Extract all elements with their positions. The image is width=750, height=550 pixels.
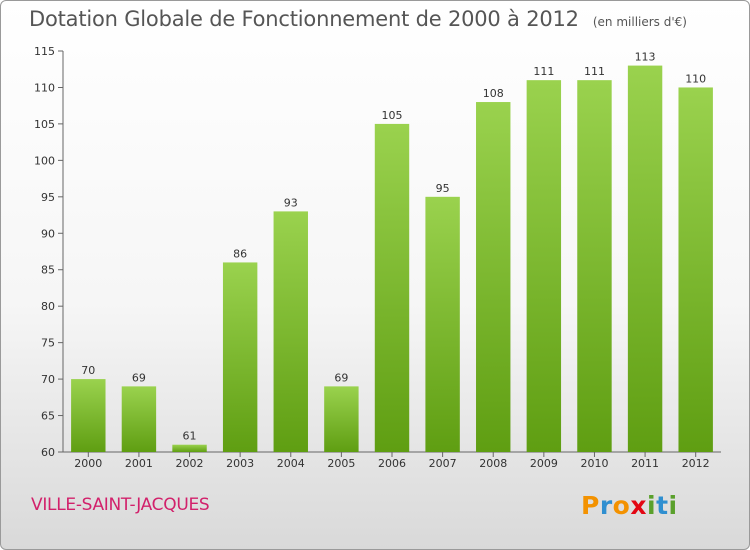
x-tick-label: 2005 bbox=[327, 457, 355, 470]
bar-value-label: 111 bbox=[584, 65, 605, 78]
y-tick-label: 100 bbox=[34, 154, 55, 167]
bar-value-label: 69 bbox=[132, 371, 146, 384]
bar-value-label: 70 bbox=[81, 364, 95, 377]
x-tick-label: 2004 bbox=[277, 457, 305, 470]
bar bbox=[476, 102, 511, 452]
bar bbox=[172, 444, 207, 452]
x-tick-label: 2002 bbox=[176, 457, 204, 470]
bar bbox=[324, 386, 359, 452]
x-tick-label: 2012 bbox=[682, 457, 710, 470]
y-tick-label: 70 bbox=[41, 373, 55, 386]
bar-value-label: 113 bbox=[635, 51, 656, 64]
bar-value-label: 108 bbox=[483, 87, 504, 100]
bar bbox=[273, 211, 308, 452]
bar bbox=[526, 80, 562, 452]
logo-letter: r bbox=[599, 491, 613, 520]
y-tick-label: 85 bbox=[41, 264, 55, 277]
y-tick-label: 95 bbox=[41, 191, 55, 204]
x-tick-label: 2001 bbox=[125, 457, 153, 470]
bar bbox=[425, 196, 460, 452]
bar bbox=[374, 123, 410, 452]
bar bbox=[121, 386, 157, 452]
x-tick-label: 2003 bbox=[226, 457, 254, 470]
bar bbox=[678, 87, 713, 453]
bar-value-label: 95 bbox=[436, 182, 450, 195]
bar-value-label: 61 bbox=[183, 430, 197, 443]
bar bbox=[222, 262, 258, 452]
x-tick-label: 2008 bbox=[479, 457, 507, 470]
commune-name: VILLE-SAINT-JACQUES bbox=[31, 495, 210, 515]
logo-letter: o bbox=[612, 491, 631, 520]
bar-value-label: 110 bbox=[685, 72, 706, 85]
y-tick-label: 90 bbox=[41, 227, 55, 240]
y-tick-label: 75 bbox=[41, 337, 55, 350]
y-tick-label: 65 bbox=[41, 410, 55, 423]
bar bbox=[627, 65, 663, 452]
y-tick-label: 60 bbox=[41, 446, 55, 459]
bar-value-label: 69 bbox=[334, 371, 348, 384]
y-tick-label: 110 bbox=[34, 81, 55, 94]
x-tick-label: 2000 bbox=[74, 457, 102, 470]
logo-letter: x bbox=[630, 491, 647, 520]
bar-value-label: 93 bbox=[284, 196, 298, 209]
y-tick-label: 80 bbox=[41, 300, 55, 313]
bar-value-label: 111 bbox=[533, 65, 554, 78]
chart-title: Dotation Globale de Fonctionnement de 20… bbox=[29, 7, 579, 31]
x-tick-label: 2009 bbox=[530, 457, 558, 470]
logo-letter: P bbox=[581, 491, 600, 520]
bar bbox=[577, 80, 612, 452]
logo-letter: t bbox=[656, 491, 669, 520]
chart-unit: (en milliers d'€) bbox=[592, 15, 687, 29]
chart-title-block: Dotation Globale de Fonctionnement de 20… bbox=[29, 7, 687, 31]
x-tick-label: 2011 bbox=[631, 457, 659, 470]
bar-value-label: 105 bbox=[382, 109, 403, 122]
y-tick-label: 115 bbox=[34, 45, 55, 58]
y-tick-label: 105 bbox=[34, 118, 55, 131]
proxiti-logo: Proxiti bbox=[581, 491, 678, 520]
bar-value-label: 86 bbox=[233, 247, 247, 260]
x-tick-label: 2006 bbox=[378, 457, 406, 470]
bar bbox=[71, 379, 106, 452]
logo-letter: i bbox=[647, 491, 657, 520]
x-tick-label: 2007 bbox=[429, 457, 457, 470]
logo-letter: i bbox=[668, 491, 678, 520]
x-tick-label: 2010 bbox=[580, 457, 608, 470]
